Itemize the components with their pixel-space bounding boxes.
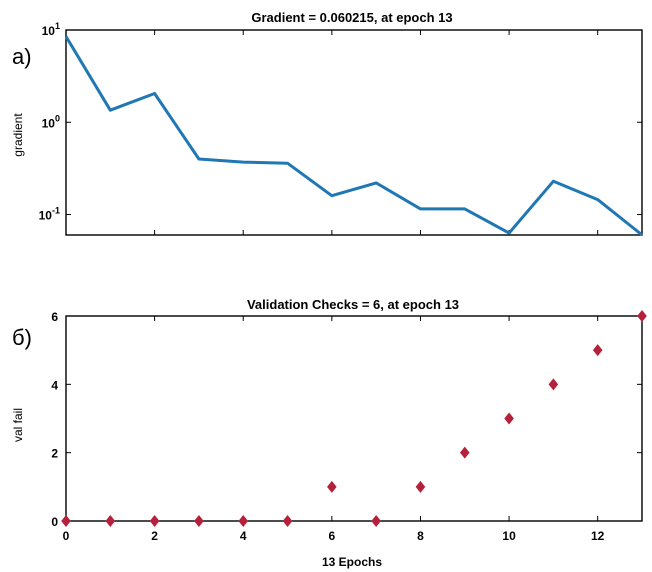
validation-x-axis-label: 13 Epochs xyxy=(322,555,382,569)
validation-data-point xyxy=(459,446,470,459)
gradient-plot-frame xyxy=(65,29,643,236)
gradient-y-tick-label: 100 xyxy=(42,113,60,130)
validation-data-point xyxy=(194,515,204,527)
validation-data-point xyxy=(327,480,337,493)
gradient-series-line xyxy=(64,35,643,237)
validation-y-tick-label: 6 xyxy=(51,310,58,324)
validation-y-tick-label: 4 xyxy=(51,378,58,392)
validation-x-tick-label: 8 xyxy=(417,529,424,543)
validation-chart-title: Validation Checks = 6, at epoch 13 xyxy=(247,297,459,312)
validation-y-tick-label: 2 xyxy=(51,447,58,461)
panel-label-b: б) xyxy=(12,325,32,350)
validation-data-point xyxy=(149,515,160,527)
gradient-y-tick-label: 101 xyxy=(42,21,60,38)
validation-data-point xyxy=(592,344,603,357)
validation-data-point xyxy=(282,515,293,527)
gradient-y-axis-label: gradient xyxy=(11,113,25,157)
validation-checks-chart: Validation Checks = 6, at epoch 13 б) va… xyxy=(11,297,647,569)
validation-x-tick-label: 4 xyxy=(240,529,247,543)
gradient-chart-title: Gradient = 0.060215, at epoch 13 xyxy=(251,10,452,25)
validation-data-point xyxy=(415,480,426,493)
validation-data-point xyxy=(504,412,514,425)
validation-x-tick-label: 10 xyxy=(502,529,516,543)
validation-data-point xyxy=(61,515,71,527)
gradient-chart: Gradient = 0.060215, at epoch 13 а) grad… xyxy=(11,10,643,237)
validation-x-tick-label: 6 xyxy=(329,529,336,543)
validation-x-tick-label: 12 xyxy=(591,529,605,543)
validation-data-point xyxy=(637,310,647,322)
validation-data-point xyxy=(548,378,559,391)
validation-plot-frame xyxy=(65,315,643,522)
validation-y-axis-label: val fail xyxy=(11,408,25,442)
panel-label-a: а) xyxy=(12,44,32,69)
validation-data-point xyxy=(238,515,249,527)
validation-data-point xyxy=(105,515,116,527)
validation-x-tick-label: 2 xyxy=(151,529,158,543)
gradient-y-tick-label: 10-1 xyxy=(39,206,60,223)
validation-y-tick-label: 0 xyxy=(51,515,58,529)
validation-x-tick-label: 0 xyxy=(63,529,70,543)
validation-data-point xyxy=(371,515,381,527)
